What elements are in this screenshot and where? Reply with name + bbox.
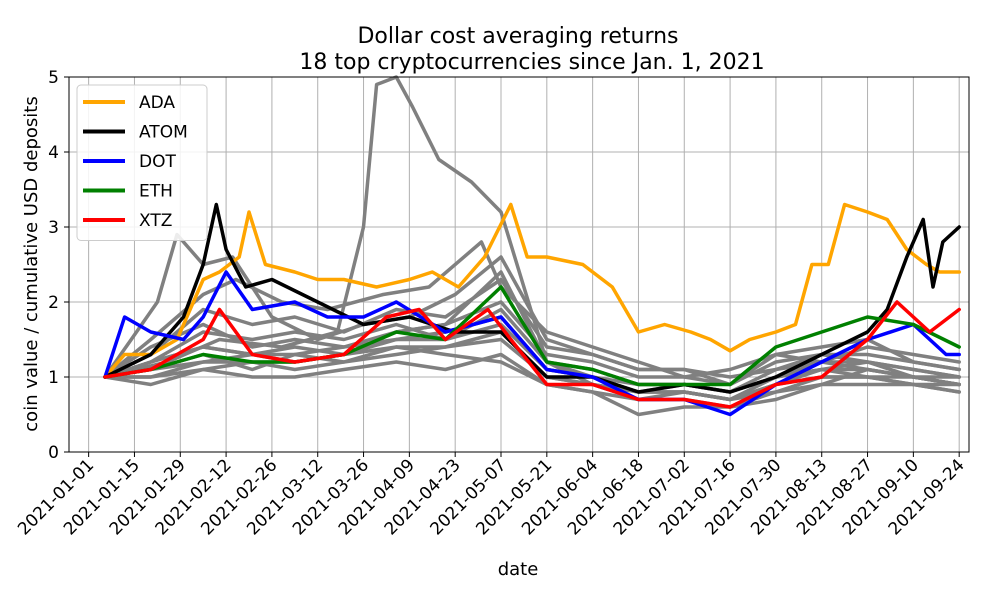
legend-label-xtz: XTZ bbox=[139, 211, 172, 231]
legend: ADA ATOM DOT ETH XTZ bbox=[76, 84, 208, 241]
y-tick-label: 4 bbox=[48, 143, 59, 163]
y-tick-label: 1 bbox=[48, 368, 59, 388]
series-lines bbox=[103, 75, 961, 417]
y-axis-label: coin value / cumulative USD deposits bbox=[21, 96, 42, 431]
y-tick-label: 0 bbox=[48, 443, 59, 463]
series-line-xtz bbox=[103, 300, 961, 409]
y-tick-label: 2 bbox=[48, 293, 59, 313]
series-line-eth bbox=[103, 285, 961, 387]
legend-label-eth: ETH bbox=[139, 182, 173, 202]
legend-box bbox=[76, 84, 208, 241]
y-axis-ticks: 0 1 2 3 4 5 bbox=[48, 68, 69, 463]
series-line-ada bbox=[103, 202, 961, 379]
y-tick-label: 3 bbox=[48, 218, 59, 238]
chart-title: Dollar cost averaging returns bbox=[357, 24, 678, 49]
series-line-atom bbox=[103, 202, 961, 394]
series-line-dot bbox=[103, 270, 961, 417]
x-axis-label: date bbox=[498, 559, 539, 580]
legend-label-atom: ATOM bbox=[139, 123, 188, 143]
series-line-unlabeled bbox=[103, 232, 961, 387]
legend-label-ada: ADA bbox=[139, 93, 175, 113]
legend-label-dot: DOT bbox=[139, 152, 176, 172]
chart-subtitle: 18 top cryptocurrencies since Jan. 1, 20… bbox=[299, 50, 764, 75]
y-tick-label: 5 bbox=[48, 68, 59, 88]
plot-frame bbox=[68, 76, 970, 453]
